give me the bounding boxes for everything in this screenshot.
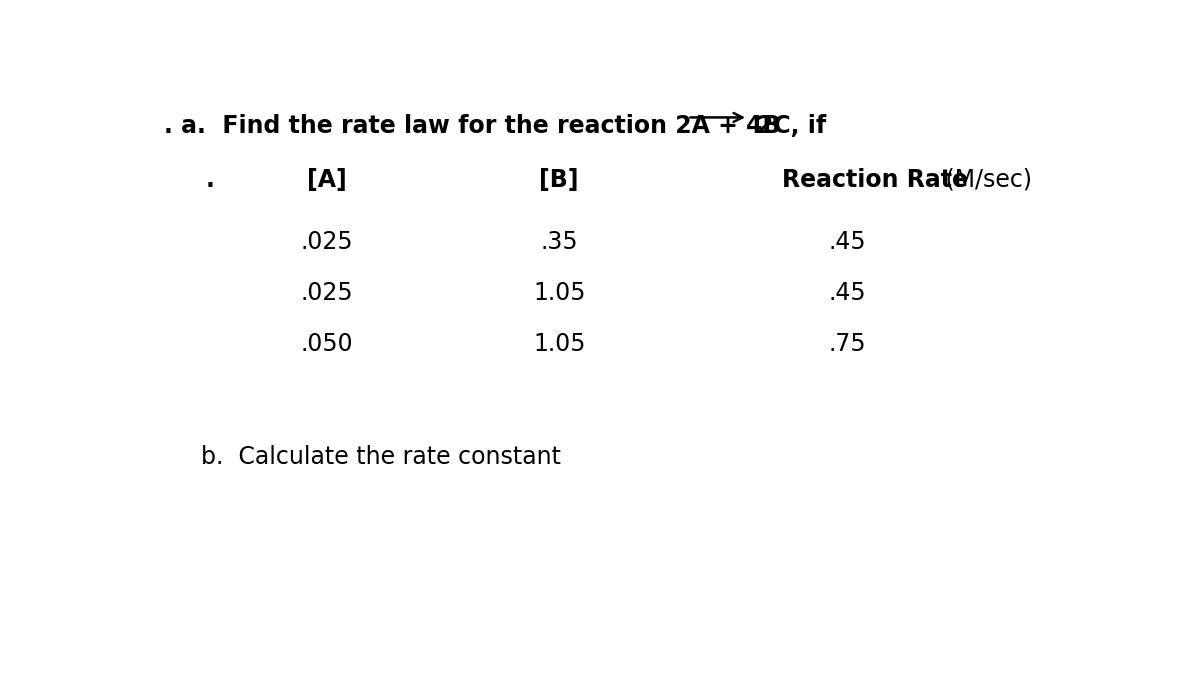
Text: .45: .45: [829, 230, 866, 253]
Text: [A]: [A]: [307, 167, 347, 192]
Text: . a.  Find the rate law for the reaction 2A + 4B: . a. Find the rate law for the reaction …: [164, 113, 780, 138]
Text: .025: .025: [300, 230, 353, 253]
Text: .050: .050: [300, 332, 353, 356]
Text: [B]: [B]: [540, 167, 578, 192]
Text: (M/sec): (M/sec): [937, 167, 1032, 192]
Text: 1.05: 1.05: [533, 332, 586, 356]
Text: .75: .75: [829, 332, 866, 356]
Text: .025: .025: [300, 281, 353, 304]
Text: .45: .45: [829, 281, 866, 304]
Text: Reaction Rate: Reaction Rate: [782, 167, 968, 192]
Text: .: .: [206, 167, 215, 192]
Text: .35: .35: [540, 230, 578, 253]
Text: b.  Calculate the rate constant: b. Calculate the rate constant: [202, 445, 562, 469]
Text: 2C, if: 2C, if: [757, 113, 827, 138]
Text: 1.05: 1.05: [533, 281, 586, 304]
